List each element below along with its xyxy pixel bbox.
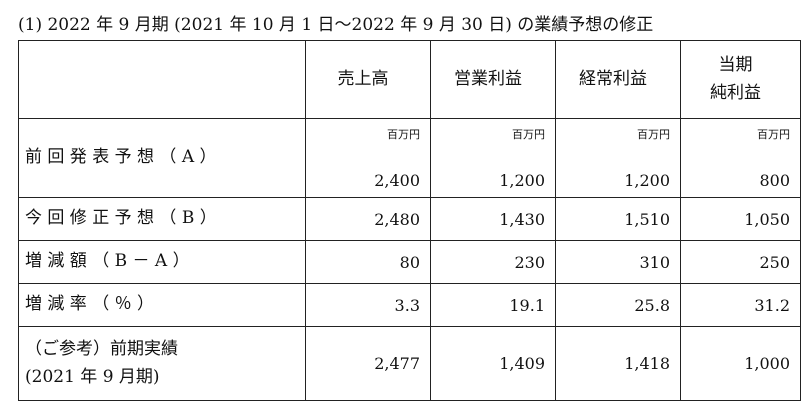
header-cell: 営業利益 <box>430 40 556 119</box>
value: 1,409 <box>499 354 545 373</box>
value-cell: 250 <box>680 240 801 284</box>
value-cell: 80 <box>305 240 431 284</box>
value: 310 <box>639 252 670 272</box>
label-text: 今 回 修 正 予 想 （ B ） <box>25 208 217 229</box>
value-cell: 百万円 1,200 <box>430 118 556 198</box>
row-label: 前 回 発 表 予 想 （ A ） <box>18 118 306 198</box>
data-row: 増 減 率 （ ％ ） 3.3 19.1 25.8 31.2 <box>18 283 801 327</box>
cell-box: 百万円 1,200 <box>556 122 670 194</box>
value: 3.3 <box>394 295 420 315</box>
value-cell: 2,480 <box>305 197 431 241</box>
value-cell: 31.2 <box>680 283 801 327</box>
title: (1) 2022 年 9 月期 (2021 年 10 月 1 日～2022 年 … <box>18 15 654 35</box>
value-cell: 19.1 <box>430 283 556 327</box>
value-cell: 25.8 <box>555 283 681 327</box>
header-text: 経常利益 <box>579 68 647 89</box>
unit: 百万円 <box>637 128 670 141</box>
unit: 百万円 <box>512 128 545 141</box>
value-cell: 310 <box>555 240 681 284</box>
value: 2,480 <box>374 209 420 229</box>
value-cell: 1,418 <box>555 326 681 401</box>
value: 80 <box>399 252 420 272</box>
label-text: 増 減 額 （ B － A ） <box>25 251 190 272</box>
data-row: （ご参考）前期実績 (2021 年 9 月期) 2,477 1,409 1,418 1,0… <box>18 326 801 401</box>
value: 2,477 <box>374 354 420 373</box>
value: 250 <box>759 252 790 272</box>
header-text: 純利益 <box>710 82 761 103</box>
unit: 百万円 <box>387 128 420 141</box>
value: 19.1 <box>509 295 545 315</box>
value-cell: 百万円 1,200 <box>555 118 681 198</box>
row-label: 今 回 修 正 予 想 （ B ） <box>18 197 306 241</box>
value: 230 <box>514 252 545 272</box>
data-row: 前 回 発 表 予 想 （ A ） 百万円 2,400 百万円 1,200 百万円 1,20… <box>18 118 801 198</box>
value-cell: 1,050 <box>680 197 801 241</box>
unit: 百万円 <box>757 128 790 141</box>
value: 1,510 <box>624 209 670 229</box>
header-text: 当期 <box>718 55 753 76</box>
value: 1,430 <box>499 209 545 229</box>
value-cell: 3.3 <box>305 283 431 327</box>
header-text: 売上高 <box>337 68 389 89</box>
value: 1,200 <box>499 171 545 190</box>
value: 1,000 <box>744 354 790 373</box>
value-cell: 1,409 <box>430 326 556 401</box>
cell-box: 百万円 800 <box>681 122 790 194</box>
row-label: （ご参考）前期実績 (2021 年 9 月期) <box>18 326 306 401</box>
value: 31.2 <box>754 295 790 315</box>
label-text: 前 回 発 表 予 想 （ A ） <box>25 147 217 168</box>
row-label: 増 減 額 （ B － A ） <box>18 240 306 284</box>
value: 1,418 <box>624 354 670 373</box>
cell-box: 百万円 2,400 <box>306 122 420 194</box>
label-text: （ご参考）前期実績 <box>25 339 178 360</box>
data-row: 増 減 額 （ B － A ） 80 230 310 250 <box>18 240 801 284</box>
value: 1,200 <box>624 171 670 190</box>
value-cell: 2,477 <box>305 326 431 401</box>
value-cell: 1,510 <box>555 197 681 241</box>
header-cell: 当期 純利益 <box>680 40 801 119</box>
value: 1,050 <box>744 209 790 229</box>
row-label: 増 減 率 （ ％ ） <box>18 283 306 327</box>
header-text: 営業利益 <box>454 68 522 89</box>
value-cell: 百万円 2,400 <box>305 118 431 198</box>
value: 800 <box>759 171 790 190</box>
value: 25.8 <box>634 295 670 315</box>
header-cell: 売上高 <box>305 40 431 119</box>
corner-cell <box>18 40 306 119</box>
data-row: 今 回 修 正 予 想 （ B ） 2,480 1,430 1,510 1,050 <box>18 197 801 241</box>
cell-box: 百万円 1,200 <box>431 122 545 194</box>
label-text: (2021 年 9 月期) <box>25 366 160 387</box>
forecast-table: 売上高 営業利益 経常利益 当期純利益前 回 発 表 予 想 （ A ） 百万円 2,40… <box>18 40 801 401</box>
value-cell: 230 <box>430 240 556 284</box>
header-row: 売上高 営業利益 経常利益 当期純利益 <box>18 40 801 119</box>
label-text: 増 減 率 （ ％ ） <box>25 294 155 315</box>
value-cell: 1,430 <box>430 197 556 241</box>
value-cell: 百万円 800 <box>680 118 801 198</box>
value-cell: 1,000 <box>680 326 801 401</box>
header-cell: 経常利益 <box>555 40 681 119</box>
value: 2,400 <box>374 171 420 190</box>
